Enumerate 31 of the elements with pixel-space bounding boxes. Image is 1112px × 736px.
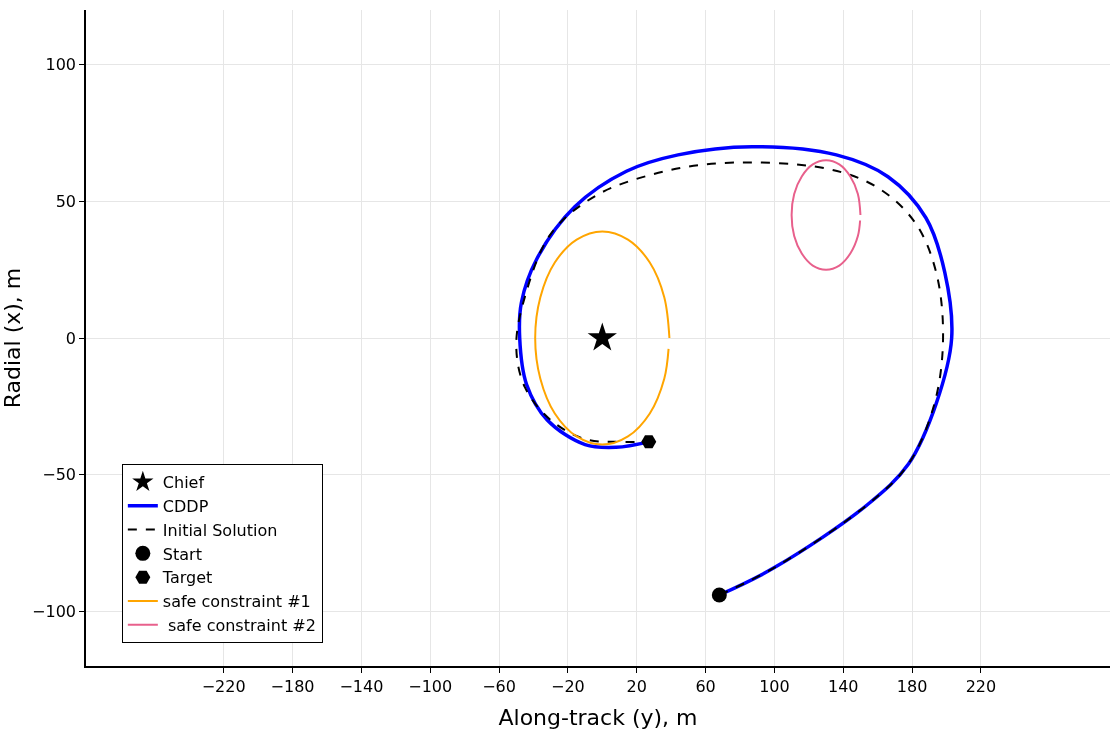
x-tick-label: −20 xyxy=(551,676,585,696)
y-tick-label: −100 xyxy=(32,601,77,621)
legend-label: Chief xyxy=(162,473,205,493)
legend-label: CDDP xyxy=(162,496,209,516)
point xyxy=(711,587,727,603)
legend-label: Initial Solution xyxy=(162,520,278,540)
y-tick-label: 0 xyxy=(65,328,77,348)
y-tick-label: 50 xyxy=(55,191,77,211)
legend-label: safe constraint #1 xyxy=(162,592,311,612)
x-tick-label: 220 xyxy=(965,676,997,696)
line-series xyxy=(790,159,862,271)
x-tick-label: 100 xyxy=(759,676,790,696)
legend-label: safe constraint #2 xyxy=(162,615,316,635)
x-tick-label: 140 xyxy=(827,676,859,696)
x-tick-label: −140 xyxy=(339,676,384,696)
x-tick-label: −100 xyxy=(408,676,453,696)
x-tick-label: −180 xyxy=(270,676,315,696)
y-tick-label: −50 xyxy=(42,465,77,485)
legend-label: Target xyxy=(161,568,213,588)
x-tick-label: 20 xyxy=(626,676,647,696)
x-tick-label: −220 xyxy=(201,676,246,696)
y-tick-label: 100 xyxy=(45,55,77,75)
x-tick-label: 60 xyxy=(695,676,716,696)
x-tick-label: −60 xyxy=(482,676,516,696)
x-tick-label: 180 xyxy=(896,676,928,696)
point xyxy=(587,322,617,351)
x-axis-title: Along-track (y), m xyxy=(498,705,698,731)
point xyxy=(641,435,657,449)
line-series xyxy=(534,230,671,446)
legend-label: Start xyxy=(162,544,202,564)
y-axis-title: Radial (x), m xyxy=(0,267,25,409)
